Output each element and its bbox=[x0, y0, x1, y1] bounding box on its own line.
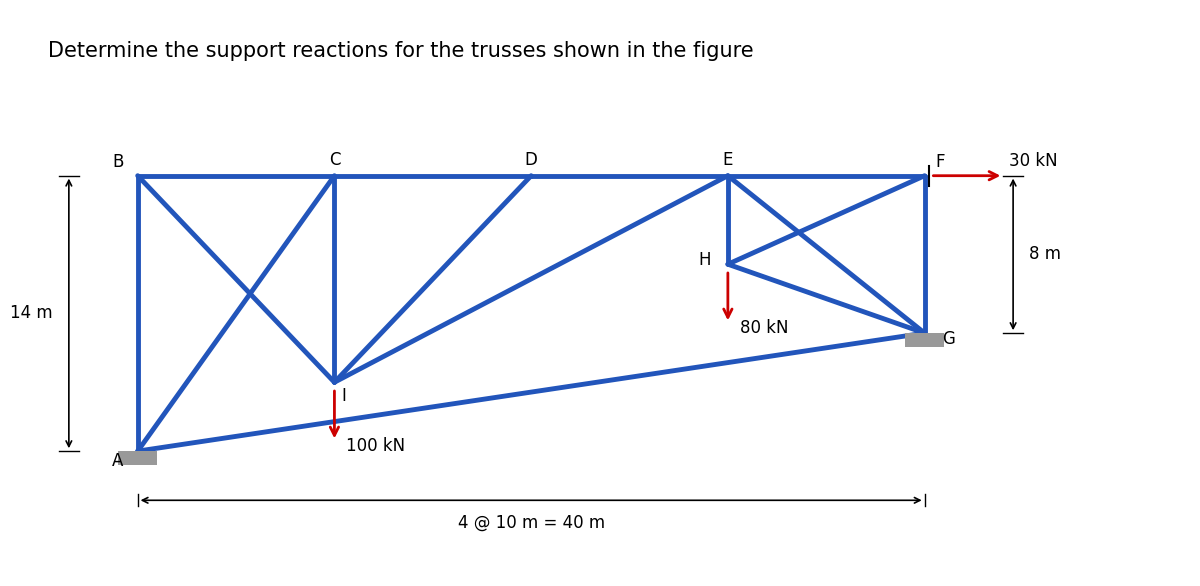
Text: B: B bbox=[113, 153, 124, 171]
Text: 100 kN: 100 kN bbox=[347, 437, 406, 455]
Text: D: D bbox=[524, 151, 538, 169]
Bar bbox=[118, 451, 157, 465]
Text: A: A bbox=[113, 452, 124, 470]
Text: G: G bbox=[942, 330, 955, 348]
Text: H: H bbox=[698, 251, 710, 270]
Text: 80 kN: 80 kN bbox=[739, 319, 788, 338]
Text: E: E bbox=[722, 151, 733, 169]
Text: 14 m: 14 m bbox=[11, 304, 53, 322]
Text: Determine the support reactions for the trusses shown in the figure: Determine the support reactions for the … bbox=[48, 41, 754, 61]
Text: F: F bbox=[936, 153, 946, 171]
Text: 8 m: 8 m bbox=[1028, 246, 1061, 263]
Text: 4 @ 10 m = 40 m: 4 @ 10 m = 40 m bbox=[457, 514, 605, 532]
Text: I: I bbox=[342, 387, 347, 405]
Bar bbox=[905, 333, 944, 347]
Text: C: C bbox=[329, 151, 340, 169]
Text: 30 kN: 30 kN bbox=[1009, 152, 1058, 170]
